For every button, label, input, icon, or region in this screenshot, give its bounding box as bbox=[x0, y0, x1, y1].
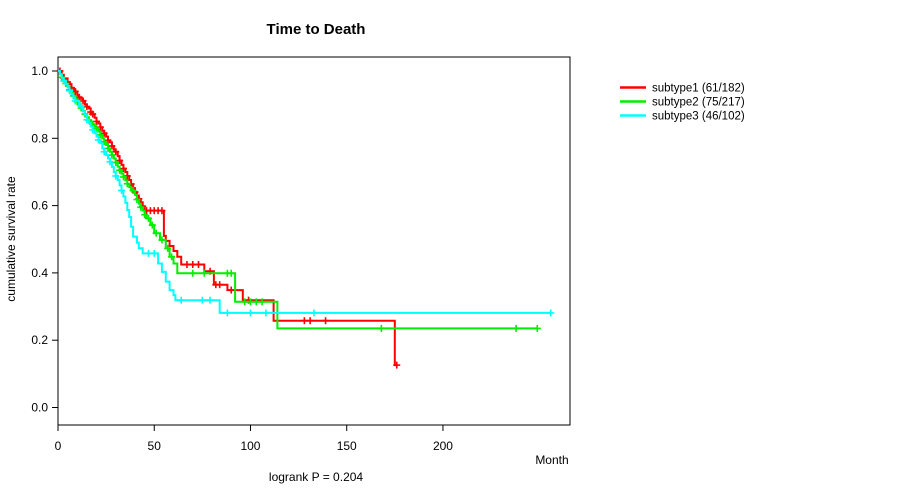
y-tick-label: 1.0 bbox=[31, 64, 48, 78]
y-tick-label: 0.6 bbox=[31, 199, 48, 213]
x-tick-label: 200 bbox=[433, 439, 453, 453]
chart-title: Time to Death bbox=[267, 21, 366, 38]
x-tick-label: 100 bbox=[240, 439, 260, 453]
x-tick-label: 150 bbox=[337, 439, 357, 453]
x-tick-label: 0 bbox=[55, 439, 62, 453]
y-tick-label: 0.4 bbox=[31, 266, 48, 280]
survival-curve-1 bbox=[58, 70, 397, 367]
legend-label-2: subtype2 (75/217) bbox=[652, 97, 745, 109]
legend-label-1: subtype1 (61/182) bbox=[652, 83, 745, 95]
legend: subtype1 (61/182) subtype2 (75/217) subtyp… bbox=[620, 83, 745, 123]
y-axis-label: cumulative survival rate bbox=[4, 176, 18, 302]
plot-border bbox=[57, 56, 571, 426]
logrank-annotation: logrank P = 0.204 bbox=[269, 470, 364, 484]
y-tick-label: 0.0 bbox=[31, 401, 48, 415]
plot-area: 0 50 100 150 200 1.0 0.8 0.6 0.4 0.2 0.0 bbox=[31, 56, 571, 453]
y-tick-label: 0.8 bbox=[31, 131, 48, 145]
x-axis-label: Month bbox=[535, 453, 568, 467]
survival-curve-2 bbox=[58, 70, 538, 330]
legend-label-3: subtype3 (46/102) bbox=[652, 111, 745, 123]
y-tick-label: 0.2 bbox=[31, 333, 48, 347]
survival-curve-3 bbox=[58, 70, 551, 314]
x-tick-label: 50 bbox=[148, 439, 162, 453]
